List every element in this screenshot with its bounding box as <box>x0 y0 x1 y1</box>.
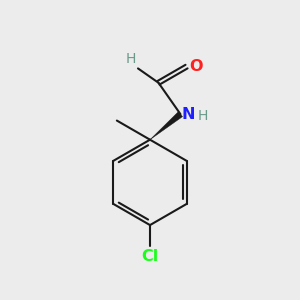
Text: O: O <box>190 59 203 74</box>
Text: H: H <box>125 52 136 66</box>
Text: N: N <box>182 106 195 122</box>
Text: Cl: Cl <box>141 249 159 264</box>
Text: H: H <box>197 109 208 123</box>
Polygon shape <box>150 112 182 140</box>
